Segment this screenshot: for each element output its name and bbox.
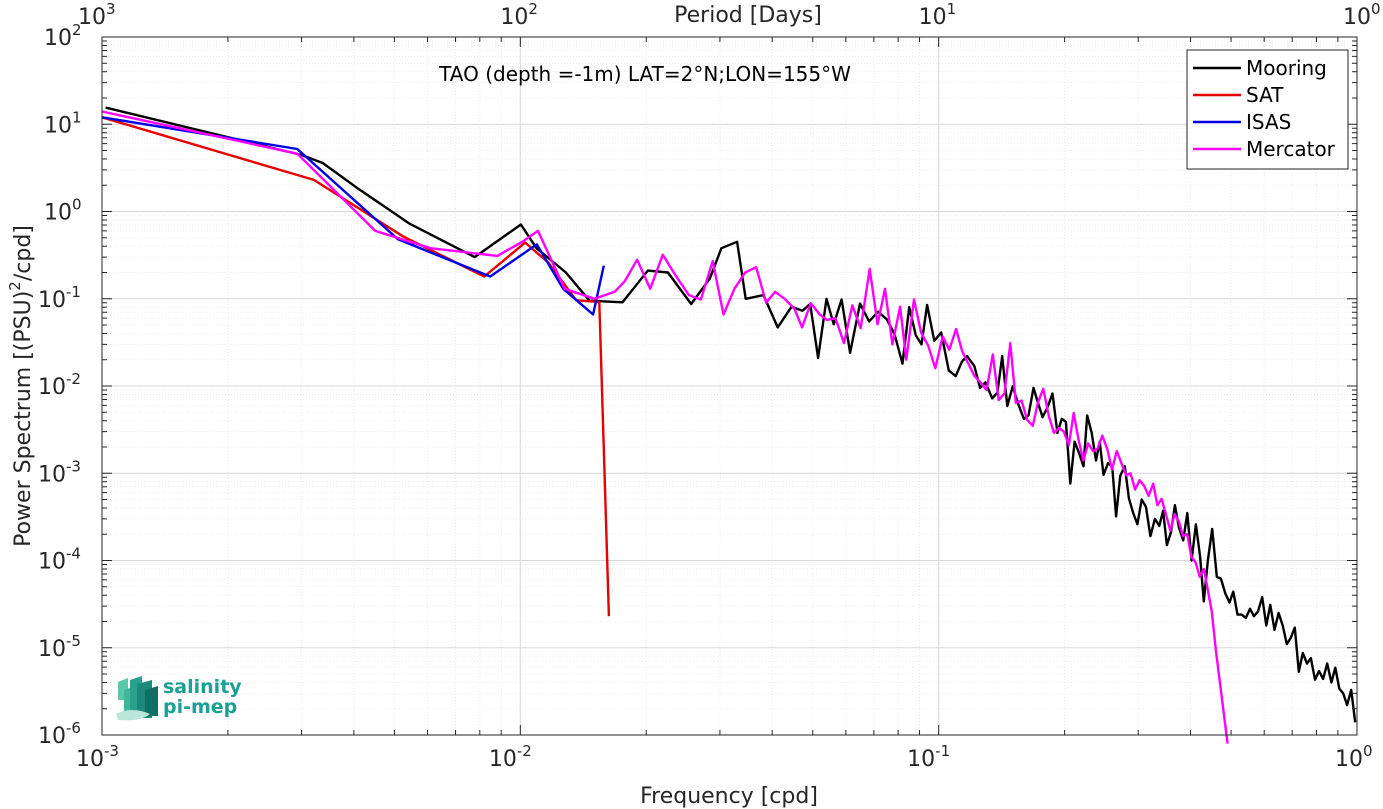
wave-logo-icon: [116, 676, 158, 721]
top-tick-label: 103: [78, 0, 116, 30]
top-tick-label: 101: [919, 0, 957, 30]
y-tick-label: 102: [44, 21, 82, 51]
chart-annotation: TAO (depth =-1m) LAT=2°N;LON=155°W: [438, 62, 851, 86]
y-tick-label: 10-6: [38, 719, 81, 749]
y-tick-label: 10-3: [38, 457, 81, 487]
y-tick-label: 10-5: [38, 632, 81, 662]
x-tick-label: 10-3: [76, 742, 119, 772]
y-tick-label: 101: [44, 108, 82, 138]
salinity-pi-mep-logo: salinity pi-mep: [116, 676, 242, 721]
axis-ticks: [101, 37, 1357, 736]
y-tick-label: 100: [44, 196, 82, 226]
x-axis-title: Frequency [cpd]: [640, 784, 818, 809]
y-tick-label: 10-4: [38, 545, 81, 575]
legend-label-isas: ISAS: [1246, 110, 1291, 134]
series-line-isas: [101, 116, 605, 316]
y-axis-title: Power Spectrum [(PSU)2/cpd]: [6, 225, 36, 547]
top-axis-title: Period [Days]: [674, 3, 822, 28]
logo-line-2: pi-mep: [163, 696, 237, 718]
series-line-mercator: [101, 110, 1229, 744]
legend-label-mercator: Mercator: [1246, 137, 1336, 161]
legend-label-mooring: Mooring: [1246, 56, 1327, 80]
top-tick-label: 100: [1343, 0, 1381, 30]
y-tick-label: 10-2: [38, 370, 81, 400]
series-group: [101, 106, 1357, 744]
y-tick-label: 10-1: [38, 283, 81, 313]
x-tick-label: 10-1: [907, 742, 950, 772]
x-tick-label: 100: [1335, 742, 1373, 772]
x-tick-label: 10-2: [489, 742, 532, 772]
logo-line-1: salinity: [163, 676, 242, 698]
top-tick-label: 102: [500, 0, 538, 30]
legend-label-sat: SAT: [1246, 83, 1284, 107]
grid-lines: [101, 37, 1357, 736]
legend: Mooring SAT ISAS Mercator: [1186, 49, 1349, 170]
